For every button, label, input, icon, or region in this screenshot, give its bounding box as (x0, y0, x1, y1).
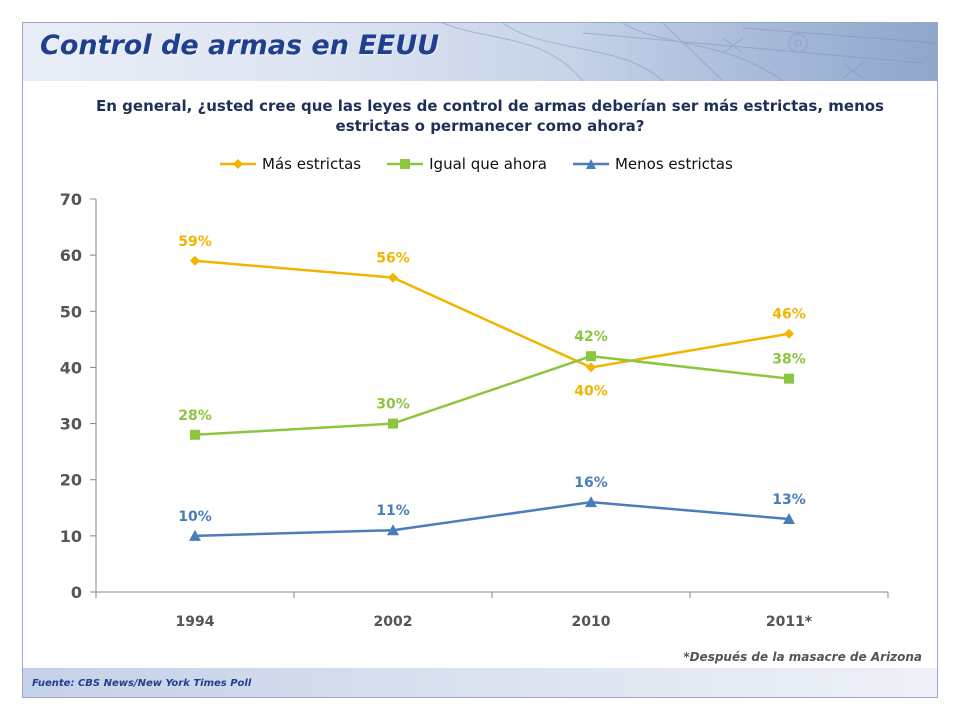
legend-marker-square (387, 159, 424, 169)
x-tick-label: 1994 (176, 614, 215, 630)
legend-label: Igual que ahora (429, 155, 547, 173)
data-point-triangle (783, 513, 795, 525)
legend-label: Menos estrictas (614, 155, 733, 173)
y-tick-label: 70 (60, 190, 82, 209)
chart-question: En general, ¿usted cree que las leyes de… (96, 97, 884, 135)
data-point-diamond (784, 328, 794, 339)
data-point-triangle (189, 529, 201, 541)
y-tick-label: 50 (60, 302, 82, 321)
data-label: 46% (772, 307, 806, 323)
data-point-square (190, 429, 200, 440)
series-line-0 (194, 259, 790, 369)
data-point-square (388, 418, 398, 429)
data-label: 59% (178, 234, 212, 250)
source-note: Fuente: CBS News/New York Times Poll (32, 678, 252, 689)
y-tick-label: 10 (60, 527, 82, 546)
page-title: Control de armas en EEUU (40, 30, 440, 61)
source-bar (23, 668, 937, 697)
y-tick-label: 60 (60, 246, 82, 265)
y-tick-label: 0 (71, 583, 82, 602)
data-label: 38% (772, 352, 806, 368)
legend-item-igual-que-ahora: Igual que ahora (387, 155, 547, 173)
data-label: 30% (376, 397, 410, 413)
title-banner (23, 23, 937, 81)
legend-item-menos-estrictas: Menos estrictas (572, 155, 733, 173)
banner-decoration (442, 23, 937, 81)
series-line-1 (194, 354, 790, 437)
data-label: 16% (574, 475, 608, 491)
legend-item-mas-estrictas: Más estrictas (220, 155, 361, 173)
data-label: 42% (574, 329, 608, 345)
y-tick-label: 20 (60, 471, 82, 490)
data-point-diamond (388, 272, 398, 283)
y-tick-label: 40 (60, 358, 82, 377)
data-point-square (586, 351, 596, 362)
y-tick-label: 30 (60, 415, 82, 434)
data-label: 13% (772, 492, 806, 508)
x-tick-label: 2011* (766, 614, 813, 630)
legend-marker-diamond (220, 159, 256, 169)
legend-label: Más estrictas (262, 155, 362, 173)
x-tick-label: 2010 (572, 614, 611, 630)
legend: Más estrictas Igual que ahora Menos estr… (220, 153, 733, 175)
data-point-triangle (387, 524, 399, 536)
footnote: *Después de la masacre de Arizona (683, 650, 922, 664)
data-point-square (784, 373, 794, 384)
legend-marker-triangle (572, 159, 609, 169)
data-label: 28% (178, 408, 212, 424)
data-point-diamond (586, 362, 596, 373)
data-label: 10% (178, 509, 212, 525)
data-label: 56% (376, 251, 410, 267)
series-line-2 (194, 500, 790, 538)
data-label: 40% (574, 383, 608, 399)
data-point-triangle (585, 496, 597, 508)
data-point-diamond (190, 255, 200, 266)
x-tick-label: 2002 (374, 614, 413, 630)
slide-frame (22, 22, 938, 698)
data-label: 11% (376, 503, 410, 519)
